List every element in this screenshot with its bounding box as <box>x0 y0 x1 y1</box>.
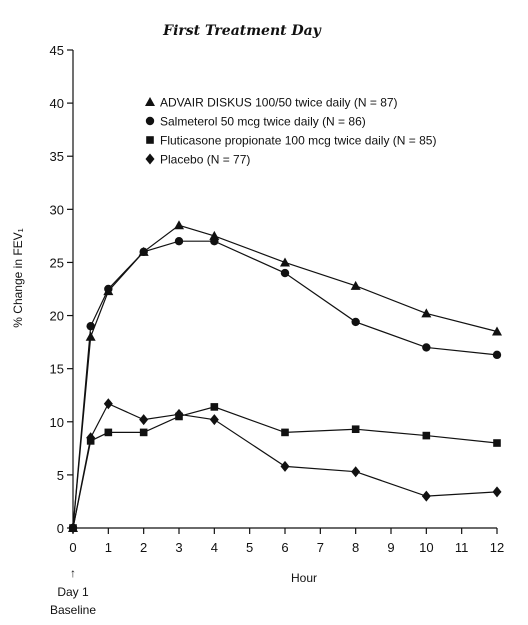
legend-label: Placebo (N = 77) <box>160 153 250 167</box>
data-point-diamond <box>421 490 431 502</box>
x-tick-label: 10 <box>419 540 433 555</box>
data-point-triangle <box>174 220 184 230</box>
data-point-circle <box>492 350 502 360</box>
x-tick-label: 6 <box>281 540 288 555</box>
y-tick-label: 45 <box>50 43 64 58</box>
data-point-triangle <box>209 230 220 240</box>
y-axis-label: % Change in FEV₁ <box>11 228 25 327</box>
x-tick-label: 5 <box>246 540 253 555</box>
series-line-diamond <box>72 402 498 529</box>
x-tick-label: 8 <box>352 540 359 555</box>
x-tick-label: 0 <box>69 540 76 555</box>
data-point-triangle <box>280 257 290 267</box>
data-point-square <box>210 403 219 411</box>
data-point-square <box>351 425 360 434</box>
data-point-diamond <box>68 522 78 534</box>
data-markers <box>68 220 502 534</box>
legend-label: Salmeterol 50 mcg twice daily (N = 86) <box>160 115 366 129</box>
x-tick-label: 11 <box>455 540 469 555</box>
y-tick-label: 15 <box>50 362 64 377</box>
data-point-circle <box>280 268 290 278</box>
baseline-arrow: ↑ <box>70 566 76 580</box>
data-point-circle <box>351 317 360 327</box>
chart-title: First Treatment Day <box>162 23 322 39</box>
legend-label: ADVAIR DISKUS 100/50 twice daily (N = 87… <box>160 96 398 110</box>
legend-marker-circle <box>145 116 155 126</box>
y-tick-label: 0 <box>57 521 64 536</box>
data-point-square <box>422 431 431 440</box>
data-point-circle <box>104 284 113 294</box>
data-point-circle <box>210 237 219 246</box>
y-tick-label: 5 <box>57 468 64 483</box>
data-point-diamond <box>351 466 361 478</box>
y-tick-label: 30 <box>50 202 64 217</box>
series-lines <box>72 224 498 529</box>
legend-marker-triangle <box>145 97 155 106</box>
data-point-circle <box>139 247 148 257</box>
data-point-square <box>104 428 113 437</box>
series-line-triangle <box>72 224 498 529</box>
legend-marker-diamond <box>145 153 155 165</box>
x-tick-label: 3 <box>175 540 182 555</box>
data-point-triangle <box>350 280 361 290</box>
legend-label: Fluticasone propionate 100 mcg twice dai… <box>160 134 436 148</box>
data-point-square <box>139 428 148 437</box>
data-point-triangle <box>421 308 432 318</box>
y-tick-label: 10 <box>50 415 64 430</box>
data-point-circle <box>422 343 431 352</box>
data-point-square <box>281 428 289 437</box>
baseline-label-day: Day 1 <box>57 585 89 599</box>
legend-marker-square <box>146 136 154 144</box>
data-point-diamond <box>492 486 502 498</box>
data-point-diamond <box>103 398 113 410</box>
series-line-square <box>72 406 498 529</box>
y-tick-label: 25 <box>50 255 64 270</box>
y-tick-label: 20 <box>50 309 64 324</box>
data-point-triangle <box>85 331 96 341</box>
y-tick-label: 40 <box>50 96 64 111</box>
data-point-diamond <box>139 414 149 426</box>
x-axis-label: Hour <box>291 571 317 585</box>
x-tick-label: 9 <box>387 540 394 555</box>
x-tick-label: 1 <box>105 540 112 555</box>
data-point-square <box>493 439 501 447</box>
data-point-diamond <box>209 414 219 426</box>
x-tick-label: 7 <box>317 540 324 555</box>
y-tick-label: 35 <box>50 149 64 164</box>
data-point-circle <box>86 321 95 331</box>
data-point-circle <box>174 237 184 246</box>
data-point-diamond <box>86 432 96 444</box>
data-point-diamond <box>280 460 290 472</box>
x-tick-label: 12 <box>490 540 504 555</box>
baseline-label-baseline: Baseline <box>50 603 96 617</box>
x-tick-label: 4 <box>211 540 218 555</box>
data-point-triangle <box>492 326 502 336</box>
legend: ADVAIR DISKUS 100/50 twice daily (N = 87… <box>145 96 436 167</box>
series-line-circle <box>72 240 498 529</box>
x-tick-label: 2 <box>140 540 147 555</box>
data-point-diamond <box>174 408 184 420</box>
